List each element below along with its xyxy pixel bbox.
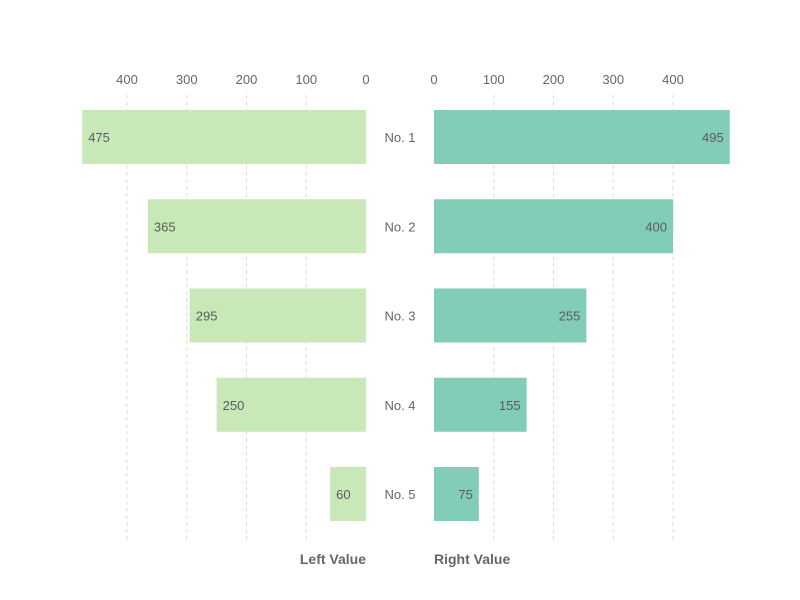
right-bar-label: 400 [645,219,667,234]
right-tick-label: 400 [662,72,684,87]
left-bar-label: 475 [88,130,110,145]
right-bar-label: 495 [702,130,724,145]
left-tick-label: 200 [236,72,258,87]
right-bar [434,110,730,164]
category-label: No. 4 [384,398,415,413]
left-tick-label: 100 [295,72,317,87]
left-bar-label: 295 [196,309,218,324]
category-label: No. 3 [384,309,415,324]
right-bar [434,199,673,254]
left-bar-label: 365 [154,219,176,234]
right-bar-label: 255 [559,309,581,324]
category-label: No. 5 [384,487,415,502]
left-bar-label: 250 [223,398,245,413]
left-bar [82,110,366,164]
left-bar [189,288,366,343]
right-bar [434,377,527,432]
bars [82,110,730,521]
category-labels: No. 1 No. 2 No. 3 No. 4 No. 5 [384,130,415,502]
axis-ticks: 400 300 200 100 0 0 100 200 300 400 [116,72,684,87]
category-label: No. 1 [384,130,415,145]
right-axis-title: Right Value [434,551,510,567]
left-bar [330,467,366,521]
right-tick-label: 0 [430,72,437,87]
left-tick-label: 300 [176,72,198,87]
left-bar [147,199,366,254]
right-tick-label: 300 [602,72,624,87]
left-tick-label: 400 [116,72,138,87]
right-bar [434,288,587,343]
left-tick-label: 0 [362,72,369,87]
left-bar-label: 60 [336,487,350,502]
right-bar-label: 75 [458,487,472,502]
bar-labels: 475 495 365 400 295 255 250 155 60 75 [88,130,724,502]
right-tick-label: 100 [483,72,505,87]
left-bar [216,377,366,432]
category-label: No. 2 [384,219,415,234]
right-bar [434,467,479,521]
right-tick-label: 200 [543,72,565,87]
left-axis-title: Left Value [300,551,366,567]
right-bar-label: 155 [499,398,521,413]
